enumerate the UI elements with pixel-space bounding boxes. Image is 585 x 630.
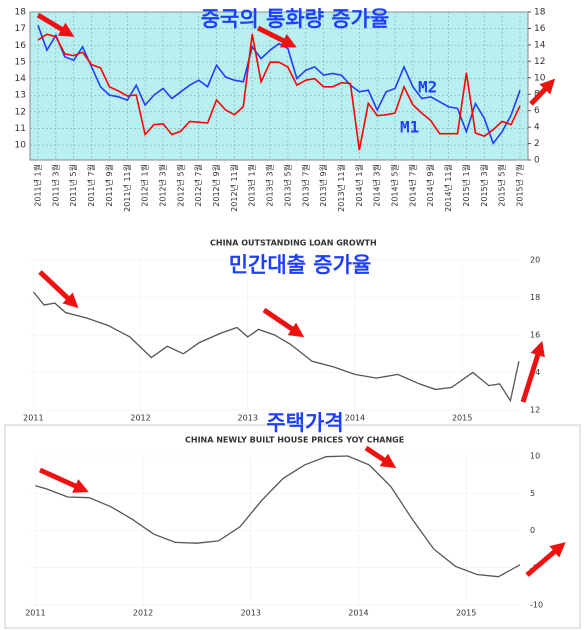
frame [4, 424, 581, 629]
x-tick-label: 2013년 5월 [282, 164, 292, 207]
x-tick-label: 2012년 3월 [157, 164, 167, 207]
x-tick-label: 2012년 1월 [140, 164, 150, 207]
x-tick-label: 2015 [452, 414, 472, 423]
y-tick-label: 13 [15, 91, 26, 101]
y-tick-label: 0 [530, 526, 535, 535]
y-tick-label: 18 [15, 8, 27, 18]
x-tick-label: 2015년 5월 [497, 164, 507, 207]
arrow [525, 542, 566, 577]
x-tick-label: 2013년 3월 [265, 164, 275, 207]
x-tick-label: 2012년 7월 [193, 164, 203, 207]
arrow [36, 12, 75, 37]
y-tick-label: 10 [530, 452, 540, 461]
x-tick-label: 2014년 1월 [354, 164, 364, 207]
y2-tick-label: 4 [534, 123, 540, 133]
x-tick-label: 2014 [345, 414, 365, 423]
y2-tick-label: 10 [534, 73, 546, 83]
x-tick-label: 2012 [133, 609, 153, 618]
y-tick-label: 16 [15, 41, 27, 51]
x-tick-label: 2014년 11월 [443, 164, 453, 212]
x-tick-label: 2013년 7월 [300, 164, 310, 207]
data-line [35, 455, 521, 578]
arrows [36, 12, 566, 577]
x-tick-label: 2011년 11월 [122, 164, 132, 212]
x-tick-label: 2011 [25, 609, 45, 618]
y2-tick-label: 0 [534, 156, 540, 166]
x-tick-label: 2014년 3월 [372, 164, 382, 207]
x-tick-label: 2015 [456, 609, 476, 618]
x-tick-label: 2015년 1월 [461, 164, 471, 207]
y2-tick-label: 6 [534, 106, 540, 116]
y-tick-label: 10 [15, 141, 27, 151]
x-tick-label: 2012년 5월 [175, 164, 185, 207]
plot-area [29, 11, 529, 161]
y-tick-label: 15 [15, 57, 26, 67]
y-tick-label: -10 [530, 601, 543, 610]
y-tick-label: 17 [15, 24, 26, 34]
y-tick-label: 14 [15, 74, 27, 84]
chart-title: CHINA NEWLY BUILT HOUSE PRICES YOY CHANG… [185, 436, 404, 445]
arrow [38, 467, 89, 493]
y-tick-label: 16 [530, 331, 540, 340]
y-tick-label: 18 [530, 293, 540, 302]
arrow [529, 78, 556, 106]
y2-tick-label: 12 [534, 57, 545, 67]
data-line [32, 291, 520, 403]
x-tick-label: 2013 [238, 414, 258, 423]
x-tick-label: 2014년 7월 [407, 164, 417, 207]
y-tick-label: 11 [15, 124, 26, 134]
data-line [37, 25, 521, 146]
y2-tick-label: 2 [534, 139, 540, 149]
y-tick-label: 20 [530, 256, 540, 265]
arrow [256, 25, 297, 48]
series-label: M2 [418, 78, 437, 97]
chart-title: 중국의 통화량 증가율 [201, 7, 390, 31]
x-tick-label: 2013년 1월 [247, 164, 257, 207]
annotation: 주택가격 [266, 411, 343, 435]
y-tick-label: 12 [15, 107, 26, 117]
arrow [364, 445, 397, 469]
arrow [262, 307, 305, 338]
x-tick-label: 2015년 3월 [479, 164, 489, 207]
y-tick-label: 5 [530, 489, 535, 498]
x-tick-label: 2011년 5월 [68, 164, 78, 207]
arrow [520, 340, 545, 403]
y2-tick-label: 18 [534, 8, 546, 18]
x-tick-label: 2014년 5월 [390, 164, 400, 207]
x-tick-label: 2012년 9월 [211, 164, 221, 207]
chart-title: CHINA OUTSTANDING LOAN GROWTH [210, 239, 377, 248]
x-tick-label: 2011년 1월 [33, 164, 43, 207]
series-label: M1 [400, 118, 419, 137]
x-tick-label: 2011 [23, 414, 43, 423]
y2-tick-label: 16 [534, 24, 546, 34]
annotation: 민간대출 증가율 [229, 253, 372, 277]
x-tick-label: 2014년 9월 [425, 164, 435, 207]
x-tick-label: 2013년 9월 [318, 164, 328, 207]
data-line [37, 33, 521, 151]
y2-tick-label: 14 [534, 40, 546, 50]
x-tick-label: 2013 [241, 609, 261, 618]
y-tick-label: 14 [530, 368, 540, 377]
x-tick-label: 2011년 9월 [104, 164, 114, 207]
arrow [38, 270, 79, 309]
y-tick-label: 12 [530, 406, 540, 415]
x-tick-label: 2014 [348, 609, 368, 618]
x-tick-label: 2011년 7월 [86, 164, 96, 207]
x-tick-label: 2013년 11월 [336, 164, 346, 212]
x-tick-label: 2015년 7월 [515, 164, 525, 207]
x-tick-label: 2012년 11월 [229, 164, 239, 212]
x-tick-label: 2011년 3월 [50, 164, 60, 207]
x-tick-label: 2012 [130, 414, 150, 423]
